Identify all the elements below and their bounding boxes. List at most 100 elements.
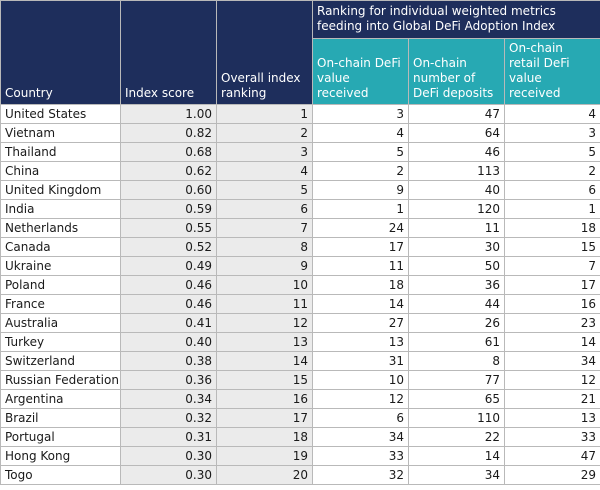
- cell-country: Argentina: [0, 389, 121, 409]
- cell-overall-ranking: 20: [216, 465, 313, 485]
- header-defi-deposits: On-chain number of DeFi deposits: [408, 38, 505, 105]
- header-overall-ranking: Overall index ranking: [216, 0, 313, 105]
- cell-country: Vietnam: [0, 123, 121, 143]
- cell-country: Russian Federation: [0, 370, 121, 390]
- cell-defi-value-rank: 3: [312, 104, 409, 124]
- cell-defi-deposits-rank: 110: [408, 408, 505, 428]
- cell-retail-defi-rank: 17: [504, 275, 600, 295]
- cell-country: Canada: [0, 237, 121, 257]
- table-row: United States 1.00 1 3 47 4: [0, 104, 600, 124]
- cell-retail-defi-rank: 5: [504, 142, 600, 162]
- cell-overall-ranking: 5: [216, 180, 313, 200]
- cell-retail-defi-rank: 7: [504, 256, 600, 276]
- cell-index-score: 0.62: [120, 161, 217, 181]
- table-row: Australia 0.41 12 27 26 23: [0, 313, 600, 333]
- cell-country: Ukraine: [0, 256, 121, 276]
- cell-retail-defi-rank: 14: [504, 332, 600, 352]
- cell-defi-value-rank: 9: [312, 180, 409, 200]
- cell-defi-value-rank: 27: [312, 313, 409, 333]
- cell-index-score: 0.30: [120, 465, 217, 485]
- cell-defi-deposits-rank: 77: [408, 370, 505, 390]
- table-row: Hong Kong 0.30 19 33 14 47: [0, 446, 600, 466]
- cell-defi-value-rank: 32: [312, 465, 409, 485]
- table-body: United States 1.00 1 3 47 4 Vietnam 0.82 2 4 64 3 Th…: [0, 104, 600, 485]
- cell-index-score: 0.82: [120, 123, 217, 143]
- cell-retail-defi-rank: 34: [504, 351, 600, 371]
- cell-retail-defi-rank: 2: [504, 161, 600, 181]
- cell-defi-value-rank: 24: [312, 218, 409, 238]
- table-row: Portugal 0.31 18 34 22 33: [0, 427, 600, 447]
- cell-defi-value-rank: 10: [312, 370, 409, 390]
- cell-overall-ranking: 10: [216, 275, 313, 295]
- table-row: Switzerland 0.38 14 31 8 34: [0, 351, 600, 371]
- cell-defi-value-rank: 12: [312, 389, 409, 409]
- cell-country: Togo: [0, 465, 121, 485]
- cell-defi-value-rank: 4: [312, 123, 409, 143]
- table-row: Canada 0.52 8 17 30 15: [0, 237, 600, 257]
- cell-defi-deposits-rank: 50: [408, 256, 505, 276]
- cell-defi-deposits-rank: 8: [408, 351, 505, 371]
- cell-defi-deposits-rank: 26: [408, 313, 505, 333]
- header-country: Country: [0, 0, 121, 105]
- header-defi-value-received: On-chain DeFi value received: [312, 38, 409, 105]
- cell-index-score: 0.36: [120, 370, 217, 390]
- cell-retail-defi-rank: 21: [504, 389, 600, 409]
- cell-overall-ranking: 2: [216, 123, 313, 143]
- table-row: United Kingdom 0.60 5 9 40 6: [0, 180, 600, 200]
- cell-country: Turkey: [0, 332, 121, 352]
- cell-defi-deposits-rank: 64: [408, 123, 505, 143]
- cell-overall-ranking: 4: [216, 161, 313, 181]
- cell-defi-deposits-rank: 61: [408, 332, 505, 352]
- table-row: Netherlands 0.55 7 24 11 18: [0, 218, 600, 238]
- cell-defi-value-rank: 31: [312, 351, 409, 371]
- cell-defi-deposits-rank: 11: [408, 218, 505, 238]
- cell-retail-defi-rank: 6: [504, 180, 600, 200]
- cell-country: China: [0, 161, 121, 181]
- cell-overall-ranking: 17: [216, 408, 313, 428]
- table-row: Thailand 0.68 3 5 46 5: [0, 142, 600, 162]
- cell-defi-value-rank: 11: [312, 256, 409, 276]
- table-row: Russian Federation 0.36 15 10 77 12: [0, 370, 600, 390]
- table-header: Country Index score Overall index rankin…: [0, 0, 600, 105]
- cell-retail-defi-rank: 13: [504, 408, 600, 428]
- cell-country: United States: [0, 104, 121, 124]
- cell-retail-defi-rank: 1: [504, 199, 600, 219]
- cell-defi-deposits-rank: 46: [408, 142, 505, 162]
- cell-defi-value-rank: 33: [312, 446, 409, 466]
- cell-defi-value-rank: 17: [312, 237, 409, 257]
- cell-overall-ranking: 16: [216, 389, 313, 409]
- cell-overall-ranking: 6: [216, 199, 313, 219]
- cell-index-score: 0.31: [120, 427, 217, 447]
- cell-defi-deposits-rank: 113: [408, 161, 505, 181]
- table-row: Turkey 0.40 13 13 61 14: [0, 332, 600, 352]
- cell-country: Switzerland: [0, 351, 121, 371]
- cell-index-score: 0.55: [120, 218, 217, 238]
- cell-retail-defi-rank: 4: [504, 104, 600, 124]
- cell-defi-deposits-rank: 34: [408, 465, 505, 485]
- cell-country: Australia: [0, 313, 121, 333]
- cell-index-score: 0.59: [120, 199, 217, 219]
- cell-defi-deposits-rank: 47: [408, 104, 505, 124]
- table-row: Poland 0.46 10 18 36 17: [0, 275, 600, 295]
- table-row: France 0.46 11 14 44 16: [0, 294, 600, 314]
- header-index-score: Index score: [120, 0, 217, 105]
- cell-country: India: [0, 199, 121, 219]
- table-row: Togo 0.30 20 32 34 29: [0, 465, 600, 485]
- cell-country: Netherlands: [0, 218, 121, 238]
- cell-overall-ranking: 8: [216, 237, 313, 257]
- cell-country: France: [0, 294, 121, 314]
- cell-overall-ranking: 12: [216, 313, 313, 333]
- table-row: Argentina 0.34 16 12 65 21: [0, 389, 600, 409]
- cell-index-score: 0.40: [120, 332, 217, 352]
- cell-defi-value-rank: 6: [312, 408, 409, 428]
- cell-overall-ranking: 15: [216, 370, 313, 390]
- cell-retail-defi-rank: 33: [504, 427, 600, 447]
- cell-retail-defi-rank: 12: [504, 370, 600, 390]
- cell-country: Hong Kong: [0, 446, 121, 466]
- cell-overall-ranking: 7: [216, 218, 313, 238]
- cell-retail-defi-rank: 47: [504, 446, 600, 466]
- cell-index-score: 0.60: [120, 180, 217, 200]
- cell-defi-deposits-rank: 30: [408, 237, 505, 257]
- cell-defi-deposits-rank: 36: [408, 275, 505, 295]
